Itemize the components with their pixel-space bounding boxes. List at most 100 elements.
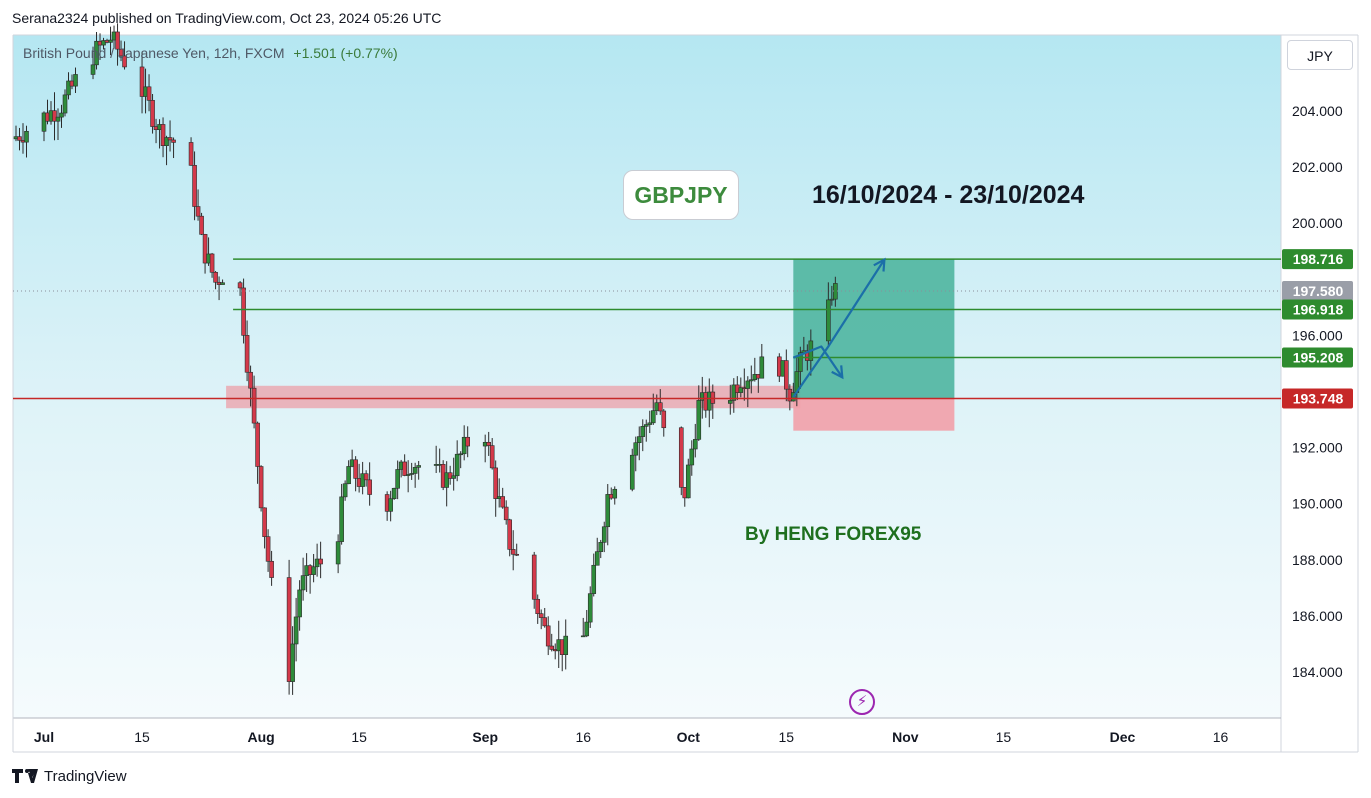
candle-body — [416, 465, 421, 468]
candle-body — [286, 577, 292, 682]
candle — [738, 377, 744, 398]
candle — [164, 135, 169, 166]
candle-body — [311, 566, 316, 575]
candle — [657, 389, 663, 415]
price-tag: 195.208 — [1282, 347, 1353, 368]
x-tick-label: 16 — [575, 729, 591, 745]
candle — [339, 483, 344, 545]
candle — [248, 365, 253, 407]
candle-body — [122, 55, 127, 68]
candle — [188, 137, 194, 166]
candle — [580, 617, 586, 638]
pair-badge[interactable]: GBPJPY — [623, 170, 739, 220]
candle-body — [160, 124, 166, 146]
x-tick-label: Jul — [34, 729, 54, 745]
candle-body — [258, 466, 264, 509]
candle-body — [710, 391, 716, 404]
candle-body — [486, 441, 491, 446]
support-price-tag-label: 193.748 — [1293, 390, 1344, 406]
y-tick-label: 184.000 — [1292, 664, 1343, 680]
candle-body — [41, 112, 47, 132]
candle — [244, 320, 250, 382]
symbol-change: +1.501 (+0.77%) — [293, 45, 398, 61]
candle-body — [318, 558, 323, 565]
candle — [661, 408, 667, 437]
projection-arrows-layer — [792, 257, 886, 398]
candle — [171, 137, 176, 159]
loss-zone — [793, 398, 955, 431]
candle — [507, 518, 512, 557]
candle — [444, 461, 449, 507]
candle — [696, 385, 702, 442]
candle-body — [535, 598, 541, 614]
candle — [759, 343, 765, 379]
candle — [94, 31, 99, 70]
candle-body — [685, 464, 691, 499]
candle — [784, 349, 789, 402]
candle-body — [591, 564, 597, 594]
x-tick-label: Dec — [1110, 729, 1136, 745]
candle — [587, 586, 593, 628]
candle — [633, 436, 639, 472]
candle-body — [335, 541, 341, 565]
candle-body — [402, 461, 407, 476]
tradingview-logo-icon — [12, 769, 38, 783]
candle-body — [90, 64, 96, 75]
candle-body — [262, 507, 267, 537]
candle-body — [563, 635, 569, 655]
candle-body — [24, 130, 29, 143]
price-tag-box — [1282, 249, 1353, 270]
candle — [395, 460, 400, 500]
candle — [489, 438, 495, 470]
candle — [297, 580, 302, 631]
candle-body — [66, 80, 71, 96]
candle-body — [164, 137, 169, 146]
x-tick-label: Nov — [892, 729, 919, 745]
candle — [55, 108, 61, 140]
candle — [139, 51, 145, 114]
price-tag-label: 196.918 — [1293, 302, 1344, 318]
candle — [363, 470, 369, 487]
candle — [678, 426, 684, 496]
price-tag-box — [1282, 299, 1353, 320]
candle-body — [167, 137, 173, 141]
candle — [640, 419, 646, 452]
y-tick-label: 192.000 — [1292, 440, 1343, 456]
candle — [493, 460, 498, 517]
candle-body — [594, 551, 600, 566]
candle — [391, 487, 397, 500]
candle-body — [489, 445, 495, 469]
candle — [146, 74, 152, 112]
candle — [24, 125, 29, 158]
candle-body — [265, 536, 271, 562]
y-tick-label: 190.000 — [1292, 496, 1343, 512]
candle — [535, 594, 541, 624]
candle — [545, 616, 551, 656]
support-price-tag: 193.748 — [1282, 388, 1353, 409]
tradingview-logo[interactable]: TradingView — [12, 765, 127, 787]
candle — [605, 484, 611, 546]
last-price-tag: 197.580 — [1282, 280, 1353, 301]
candle — [192, 151, 197, 221]
candle — [262, 507, 267, 549]
candle — [591, 553, 597, 597]
candle-body — [798, 352, 803, 372]
candle — [388, 490, 393, 522]
x-tick-label: 15 — [996, 729, 1012, 745]
price-tag-label: 195.208 — [1293, 350, 1344, 366]
currency-button[interactable]: JPY — [1287, 40, 1353, 70]
candle — [500, 487, 505, 509]
candles-layer — [13, 23, 838, 695]
candle-body — [507, 519, 512, 550]
candle — [514, 543, 520, 557]
candle-body — [629, 454, 635, 490]
candle — [647, 410, 653, 434]
candle-body — [587, 593, 593, 623]
date-range-label[interactable]: 16/10/2024 - 23/10/2024 — [812, 181, 1085, 209]
projection-arrow-small — [792, 345, 844, 379]
flash-icon[interactable]: ⚡ — [849, 689, 875, 715]
candle-body — [195, 206, 201, 217]
candle-body — [640, 426, 646, 437]
author-label[interactable]: By HENG FOREX95 — [745, 524, 922, 545]
